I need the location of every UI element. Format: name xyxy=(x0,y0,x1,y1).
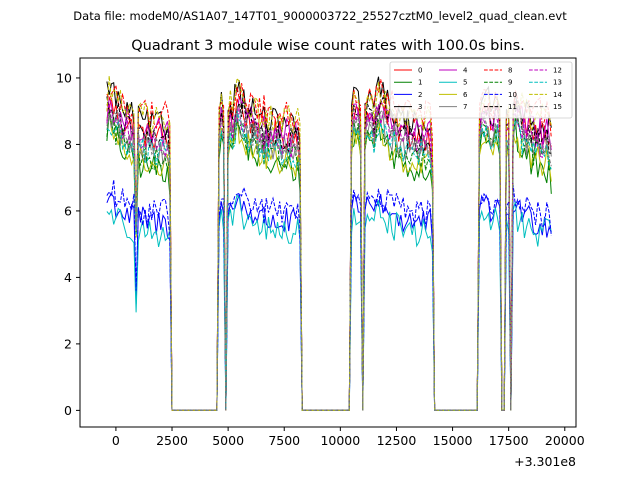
legend-label-2: 2 xyxy=(418,91,422,99)
x-tick-label: 17500 xyxy=(489,433,529,448)
y-tick-label: 2 xyxy=(64,336,72,351)
legend-label-9: 9 xyxy=(508,79,512,87)
x-tick-label: 0 xyxy=(112,433,120,448)
x-offset-label: +3.301e8 xyxy=(514,454,576,469)
legend-label-11: 11 xyxy=(508,103,517,111)
legend-label-14: 14 xyxy=(553,91,562,99)
series-layer xyxy=(106,75,552,411)
x-tick-label: 10000 xyxy=(320,433,360,448)
legend-label-3: 3 xyxy=(418,103,422,111)
x-tick-label: 2500 xyxy=(156,433,188,448)
data-file-suptitle: Data file: modeM0/AS1A07_147T01_90000037… xyxy=(73,9,567,23)
x-tick-label: 5000 xyxy=(212,433,244,448)
y-tick-label: 4 xyxy=(64,270,72,285)
legend-label-6: 6 xyxy=(463,91,468,99)
x-tick-label: 15000 xyxy=(433,433,473,448)
plot-frame xyxy=(79,57,577,428)
series-line-15 xyxy=(106,104,552,411)
legend-box xyxy=(389,61,573,119)
legend-label-7: 7 xyxy=(463,103,467,111)
x-tick-label: 7500 xyxy=(268,433,300,448)
legend-label-5: 5 xyxy=(463,79,467,87)
y-tick-label: 8 xyxy=(64,137,72,152)
y-tick-label: 6 xyxy=(64,203,72,218)
legend-label-13: 13 xyxy=(553,79,562,87)
y-axis: 0 2 4 6 8 10 xyxy=(56,70,80,418)
legend-label-15: 15 xyxy=(553,103,562,111)
x-tick-label: 20000 xyxy=(545,433,585,448)
x-axis: 0 2500 5000 7500 10000 12500 15000 17500 20000 xyxy=(112,427,585,448)
legend-label-0: 0 xyxy=(418,67,422,75)
x-tick-label: 12500 xyxy=(377,433,417,448)
y-tick-label: 0 xyxy=(64,403,72,418)
legend-label-8: 8 xyxy=(508,67,512,75)
chart-title: Quadrant 3 module wise count rates with … xyxy=(131,38,525,54)
legend-label-1: 1 xyxy=(418,79,422,87)
y-tick-label: 10 xyxy=(56,70,72,85)
legend-label-4: 4 xyxy=(463,67,468,75)
legend-label-10: 10 xyxy=(508,91,517,99)
legend-label-12: 12 xyxy=(553,67,562,75)
